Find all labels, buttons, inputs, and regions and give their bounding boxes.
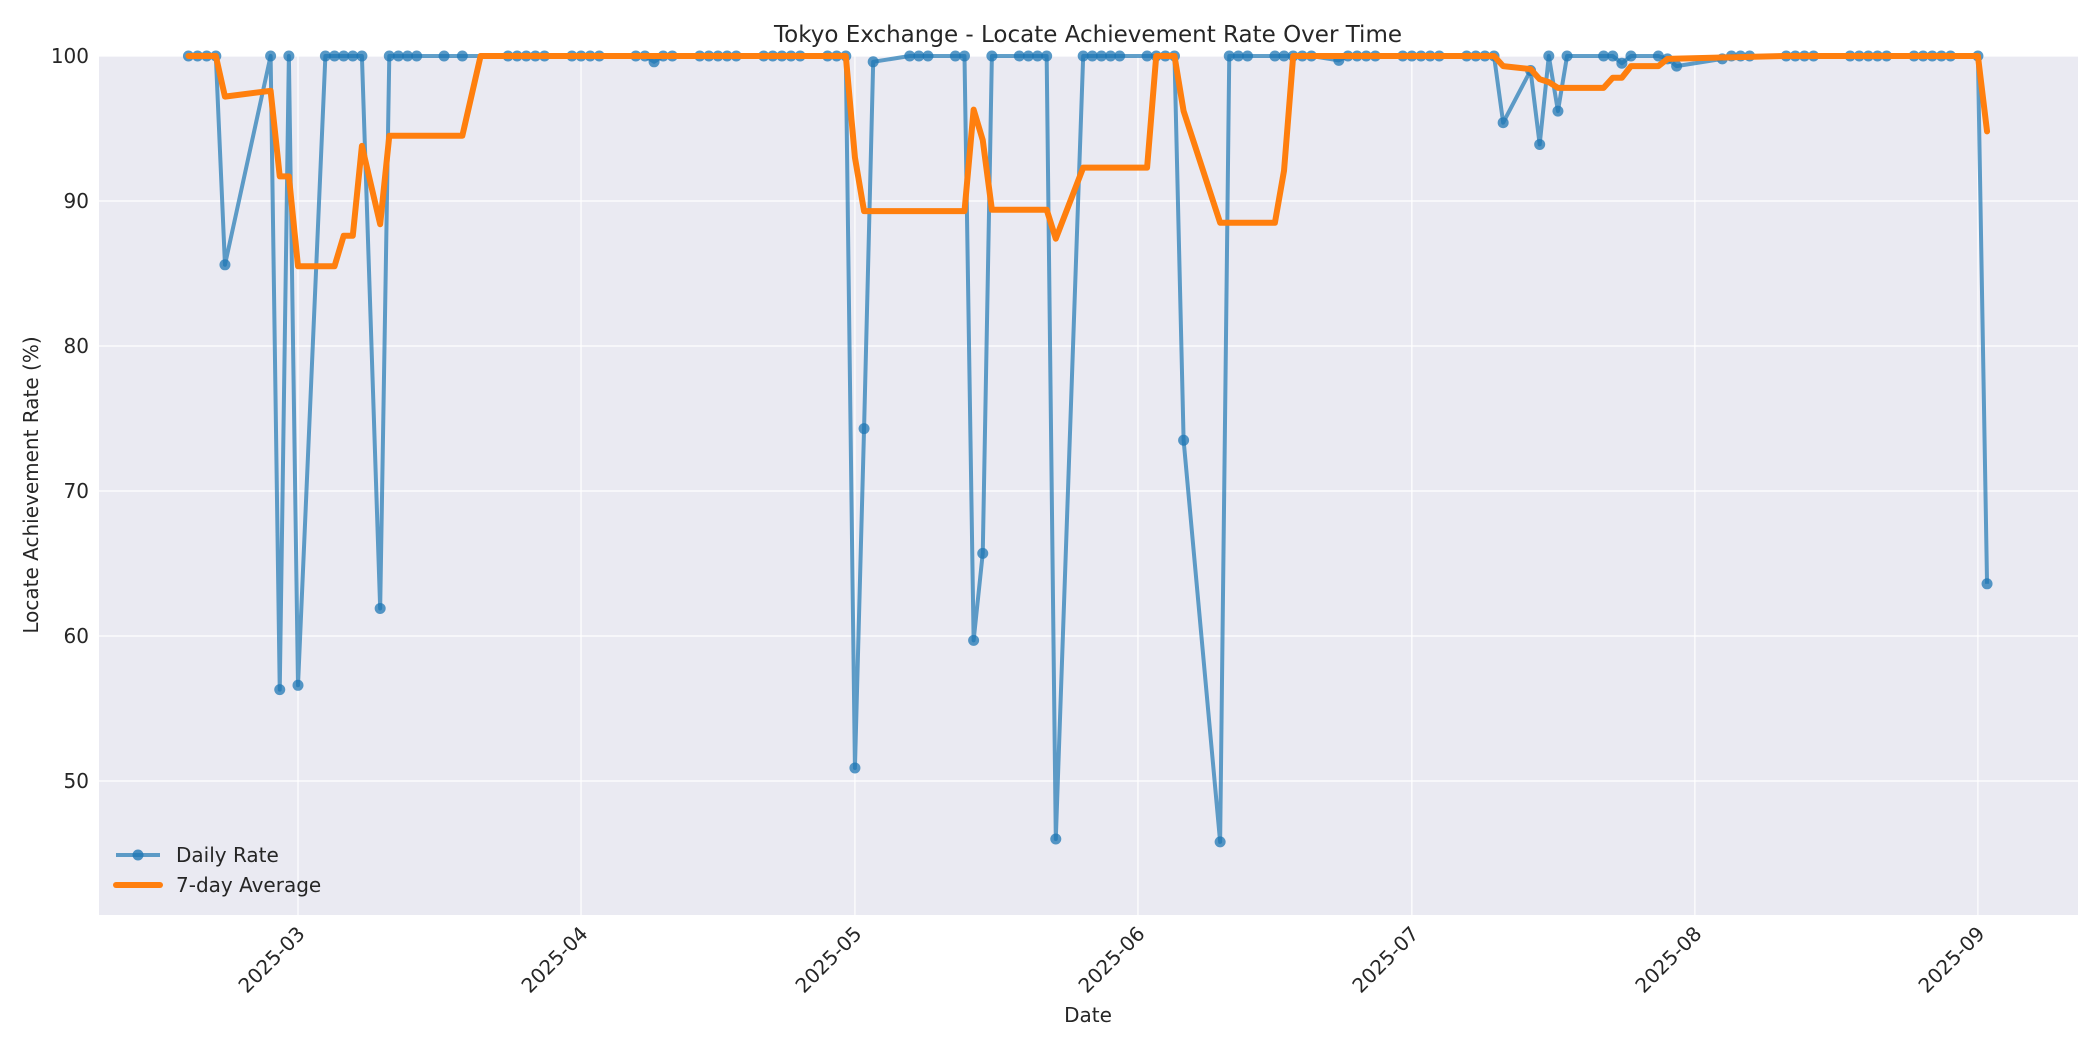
y-tick-label: 90 (64, 189, 89, 213)
x-tick-label: 2025-03 (233, 922, 309, 998)
data-point (1105, 50, 1117, 62)
x-axis-label: Date (1064, 1003, 1112, 1027)
data-point (1561, 50, 1573, 62)
legend-marker-icon (132, 849, 144, 861)
data-point (913, 50, 925, 62)
data-point (922, 50, 934, 62)
avg-line (185, 53, 1991, 270)
data-point (411, 50, 423, 62)
data-point (274, 684, 286, 696)
data-point (1278, 50, 1290, 62)
data-point (292, 679, 304, 691)
data-point (986, 50, 998, 62)
data-point (438, 50, 450, 62)
data-point (949, 50, 961, 62)
data-point (356, 50, 368, 62)
data-point (347, 50, 359, 62)
x-tick-label: 2025-07 (1347, 922, 1423, 998)
data-point (1223, 50, 1235, 62)
data-point (374, 602, 386, 614)
y-tick-label: 80 (64, 334, 89, 358)
data-point (1178, 434, 1190, 446)
data-point (1032, 50, 1044, 62)
x-tick-label: 2025-05 (790, 922, 866, 998)
data-point (219, 259, 231, 271)
y-tick-label: 60 (64, 624, 89, 648)
data-point (1552, 105, 1564, 117)
legend: Daily Rate 7-day Average (113, 843, 321, 897)
chart-title: Tokyo Exchange - Locate Achievement Rate… (773, 22, 1402, 48)
data-point (392, 50, 404, 62)
data-point (265, 50, 277, 62)
y-tick-label: 100 (51, 44, 89, 68)
data-point (849, 762, 861, 774)
y-axis-label: Locate Achievement Rate (%) (19, 336, 43, 633)
data-point (904, 50, 916, 62)
data-point (402, 50, 414, 62)
x-tick-label: 2025-08 (1630, 922, 1706, 998)
data-point (1497, 117, 1509, 129)
data-point (1214, 836, 1226, 848)
data-point (1625, 50, 1637, 62)
data-point (1095, 50, 1107, 62)
data-point (383, 50, 395, 62)
plot-area (99, 56, 2078, 915)
data-point (1022, 50, 1034, 62)
x-tick-label: 2025-04 (516, 922, 592, 998)
legend-item-daily-rate: Daily Rate (116, 843, 279, 867)
data-point (329, 50, 341, 62)
data-point (858, 423, 870, 435)
data-point (1607, 50, 1619, 62)
data-point (1543, 50, 1555, 62)
data-point (1616, 57, 1628, 69)
data-point (338, 50, 350, 62)
data-point (977, 547, 989, 559)
data-point (867, 56, 879, 68)
data-point (1242, 50, 1254, 62)
x-axis-ticks: 2025-03 2025-04 2025-05 2025-06 2025-07 2025-… (233, 922, 1989, 998)
y-axis-ticks: 50 60 70 80 90 100 (51, 44, 89, 793)
series-7day-average (185, 53, 1991, 270)
legend-label-avg: 7-day Average (176, 873, 321, 897)
data-point (1050, 833, 1062, 845)
data-point (1077, 50, 1089, 62)
data-point (1981, 578, 1993, 590)
data-point (1013, 50, 1025, 62)
legend-label-daily: Daily Rate (176, 843, 279, 867)
data-point (648, 56, 660, 68)
data-point (1114, 50, 1126, 62)
data-point (1041, 50, 1053, 62)
x-tick-label: 2025-06 (1073, 922, 1149, 998)
data-point (1269, 50, 1281, 62)
data-point (1652, 50, 1664, 62)
data-point (1232, 50, 1244, 62)
data-point (968, 634, 980, 646)
data-point (958, 50, 970, 62)
data-point (456, 50, 468, 62)
data-point (1534, 138, 1546, 150)
y-tick-label: 50 (64, 769, 89, 793)
data-point (1141, 50, 1153, 62)
x-tick-label: 2025-09 (1913, 922, 1989, 998)
legend-item-7day-average: 7-day Average (113, 873, 321, 897)
data-point (1598, 50, 1610, 62)
data-point (1671, 60, 1683, 72)
data-point (1086, 50, 1098, 62)
data-point (319, 50, 331, 62)
data-point (283, 50, 295, 62)
y-tick-label: 70 (64, 479, 89, 503)
